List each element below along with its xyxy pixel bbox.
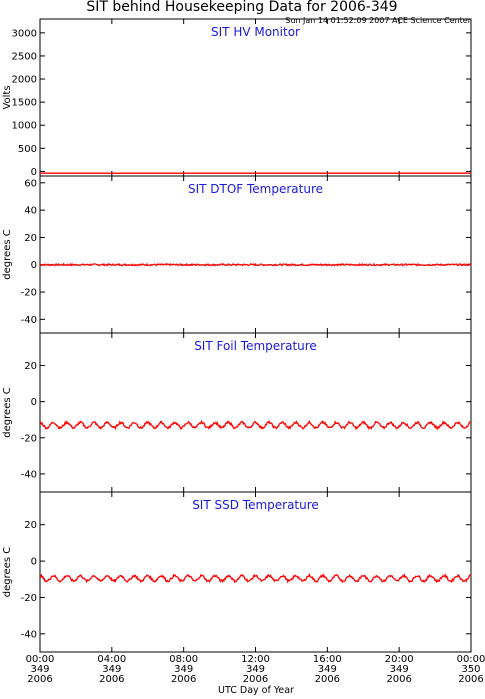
x-tick-label: 2006 bbox=[99, 674, 124, 685]
series-line bbox=[39, 419, 471, 431]
y-tick-label: 1000 bbox=[12, 121, 37, 132]
y-axis-label: degrees C bbox=[2, 387, 13, 437]
y-tick-label: 40 bbox=[24, 206, 37, 217]
x-tick-label: 349 bbox=[390, 664, 409, 675]
y-tick-label: 500 bbox=[18, 144, 37, 155]
x-tick-label: 00:00 bbox=[26, 654, 55, 665]
panel-title: SIT Foil Temperature bbox=[194, 339, 317, 353]
panel-title: SIT DTOF Temperature bbox=[188, 182, 323, 196]
x-tick-label: 349 bbox=[174, 664, 193, 675]
y-axis-label: degrees C bbox=[2, 547, 13, 597]
x-tick-label: 2006 bbox=[458, 674, 483, 685]
y-tick-label: 2000 bbox=[12, 75, 37, 86]
panel-frame bbox=[39, 491, 472, 653]
y-axis-label: degrees C bbox=[2, 229, 13, 279]
y-tick-label: -40 bbox=[21, 469, 37, 480]
chart-title: SIT behind Housekeeping Data for 2006-34… bbox=[86, 0, 397, 15]
y-tick-label: 1500 bbox=[12, 98, 37, 109]
y-tick-label: -40 bbox=[21, 629, 37, 640]
y-tick-label: -20 bbox=[21, 593, 37, 604]
x-tick-label: 349 bbox=[246, 664, 265, 675]
x-tick-label: 08:00 bbox=[169, 654, 198, 665]
x-tick-label: 12:00 bbox=[241, 654, 270, 665]
panel-title: SIT HV Monitor bbox=[211, 25, 300, 39]
x-tick-label: 16:00 bbox=[313, 654, 342, 665]
y-tick-label: 0 bbox=[31, 260, 37, 271]
y-tick-label: 0 bbox=[31, 397, 37, 408]
y-axis-label: Volts bbox=[2, 85, 13, 109]
panel-title: SIT SSD Temperature bbox=[192, 498, 319, 512]
x-tick-label: 00:00 bbox=[457, 654, 485, 665]
panel-frame bbox=[39, 18, 472, 177]
y-tick-label: 0 bbox=[31, 167, 37, 178]
y-tick-label: 20 bbox=[24, 520, 37, 531]
y-tick-label: -20 bbox=[21, 288, 37, 299]
panel-3: -40 -20 0 20 degrees C SIT Foil Temperature bbox=[2, 332, 472, 493]
y-tick-label: 20 bbox=[24, 361, 37, 372]
y-tick-label: -20 bbox=[21, 433, 37, 444]
x-tick-label: 349 bbox=[102, 664, 121, 675]
y-tick-label: 2500 bbox=[12, 51, 37, 62]
x-tick-label: 20:00 bbox=[385, 654, 414, 665]
series-line bbox=[39, 572, 472, 584]
panel-frame bbox=[39, 332, 472, 493]
y-tick-label: -40 bbox=[21, 315, 37, 326]
x-tick-label: 04:00 bbox=[97, 654, 126, 665]
x-axis-label: UTC Day of Year bbox=[218, 685, 294, 696]
panel-4: -40 -20 0 20 degrees C SIT SSD Temperature bbox=[2, 491, 472, 653]
y-tick-label: 20 bbox=[24, 233, 37, 244]
x-tick-label: 2006 bbox=[27, 674, 52, 685]
x-tick-label: 2006 bbox=[243, 674, 268, 685]
x-tick-label: 2006 bbox=[386, 674, 411, 685]
y-tick-label: 3000 bbox=[12, 28, 37, 39]
panel-1: 0 500 1000 1500 2000 2500 3000 Volts SIT HV Moni… bbox=[2, 18, 472, 178]
x-tick-label: 2006 bbox=[315, 674, 340, 685]
y-tick-label: 0 bbox=[31, 557, 37, 568]
x-tick-label: 349 bbox=[30, 664, 49, 675]
y-tick-label: 60 bbox=[24, 178, 37, 189]
x-tick-label: 350 bbox=[461, 664, 480, 675]
chart-subtitle: Sun Jan 14 01:52:09 2007 ACE Science Cen… bbox=[285, 16, 471, 25]
x-tick-label: 2006 bbox=[171, 674, 196, 685]
panel-frame bbox=[39, 175, 472, 334]
series-line bbox=[39, 262, 472, 267]
x-tick-label: 349 bbox=[318, 664, 337, 675]
panel-2: -40 -20 0 20 40 60 degrees C SIT DTOF Temperatu… bbox=[2, 175, 472, 334]
